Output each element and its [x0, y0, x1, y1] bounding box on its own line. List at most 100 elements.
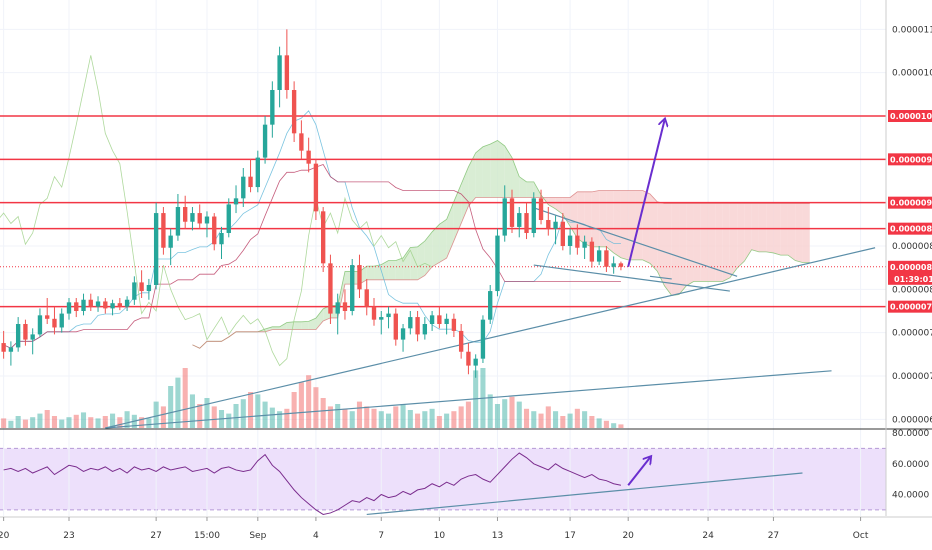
time-tick-label: 20	[622, 531, 634, 541]
volume-bar	[95, 418, 101, 428]
candle-body	[458, 330, 464, 352]
volume-bar	[66, 417, 72, 428]
volume-bar	[502, 399, 508, 428]
candle-body	[509, 198, 515, 227]
volume-bar	[110, 413, 116, 428]
volume-bar	[298, 382, 304, 428]
volume-bar	[436, 416, 442, 428]
price-tick-label: 0.00000850	[892, 242, 932, 252]
ichimoku-cloud-segment	[475, 146, 483, 198]
ichimoku-cloud-segment	[374, 264, 382, 280]
ichimoku-cloud-segment	[461, 166, 469, 224]
volume-bar	[30, 417, 36, 428]
volume-bar	[494, 404, 501, 428]
volume-bar	[139, 417, 145, 428]
candle-body	[175, 207, 181, 236]
ichimoku-cloud-segment	[272, 326, 280, 330]
price-tick-label: 0.00000700	[892, 372, 932, 382]
arrows-layer[interactable]	[627, 120, 664, 486]
trendline[interactable]	[533, 207, 738, 277]
candle-body	[473, 358, 478, 366]
candle-body	[110, 303, 115, 309]
candle-body	[270, 90, 275, 125]
ichimoku-cloud-segment	[758, 203, 767, 252]
candle-body	[488, 291, 493, 320]
candle-body	[146, 285, 152, 292]
candle-body	[212, 216, 217, 245]
candle-body	[393, 313, 398, 340]
candle-body	[313, 163, 319, 212]
volume-bar	[233, 404, 239, 428]
volume-bar	[523, 408, 530, 428]
candle-body	[466, 351, 471, 366]
volume-bar	[306, 375, 312, 428]
ichimoku-cloud-segment	[802, 203, 810, 263]
volume-bar	[175, 377, 181, 428]
candle-body	[517, 213, 522, 227]
volume-bar	[327, 406, 333, 428]
volume-bar	[8, 420, 14, 428]
volume-bar	[153, 401, 159, 428]
candle-body	[226, 204, 231, 233]
candle-body	[153, 213, 159, 285]
candle-body	[139, 282, 144, 292]
rsi-layer	[3, 452, 622, 515]
trendline[interactable]	[649, 275, 672, 280]
volume-bar	[531, 411, 537, 428]
candle-body	[248, 176, 253, 188]
candle-body	[335, 302, 340, 314]
volume-bar	[44, 410, 50, 428]
volume-bar	[545, 406, 551, 428]
ichimoku-cloud-segment	[744, 203, 752, 262]
ichimoku-cloud-segment	[381, 260, 389, 280]
candle-body	[30, 334, 35, 340]
ichimoku-cloud-segment	[453, 184, 462, 241]
rsi-band	[0, 448, 886, 510]
candle-body	[596, 250, 602, 262]
ichimoku-cloud-segment	[511, 157, 520, 198]
candle-body	[8, 347, 14, 352]
candle-body	[444, 318, 449, 324]
candle-body	[422, 324, 428, 335]
trendline[interactable]	[105, 370, 832, 429]
candle-body	[95, 301, 101, 307]
candle-body	[350, 265, 355, 311]
ichimoku-cloud-segment	[577, 191, 585, 244]
rsi-up-arrow[interactable]	[627, 458, 650, 486]
trendline[interactable]	[105, 247, 876, 429]
candle-body	[284, 55, 290, 90]
current-price-label: 0.00000826	[890, 263, 932, 272]
candle-body	[386, 313, 391, 318]
ichimoku-cloud-segment	[468, 152, 476, 207]
candle-body	[379, 317, 384, 320]
volume-bar	[364, 406, 370, 428]
volume-bar	[146, 418, 152, 428]
candle-body	[88, 299, 93, 307]
level-price-label: 0.00000870	[890, 225, 932, 234]
candle-body	[233, 198, 239, 205]
ichimoku-cloud-segment	[526, 181, 534, 198]
ichimoku-cloud-segment	[620, 190, 629, 260]
trendline[interactable]	[533, 264, 730, 292]
ichimoku-cloud-segment	[657, 201, 665, 286]
candle-body	[255, 157, 260, 188]
trendlines-layer[interactable]	[105, 207, 876, 516]
rsi-trendline[interactable]	[366, 472, 803, 516]
candle-body	[538, 198, 544, 220]
volume-bar	[88, 417, 94, 428]
candle-body	[582, 241, 587, 248]
candle-body	[23, 324, 28, 340]
volume-bar	[385, 413, 392, 428]
ichimoku-cloud-segment	[795, 203, 803, 263]
ichimoku-cloud-segment	[301, 321, 309, 330]
ichimoku-cloud-segment	[388, 260, 396, 280]
ichimoku-cloud-segment	[700, 203, 709, 282]
ichimoku-cloud-segment	[366, 266, 375, 280]
volume-bar	[124, 411, 130, 428]
volume-bar	[211, 406, 217, 428]
candle-body	[190, 213, 195, 222]
horizontal-levels-layer[interactable]: 0.00001000 0.00000950 0.00000900 0.00000870…	[0, 110, 932, 313]
price-target-arrow[interactable]	[627, 120, 664, 268]
volume-bar	[284, 408, 290, 428]
